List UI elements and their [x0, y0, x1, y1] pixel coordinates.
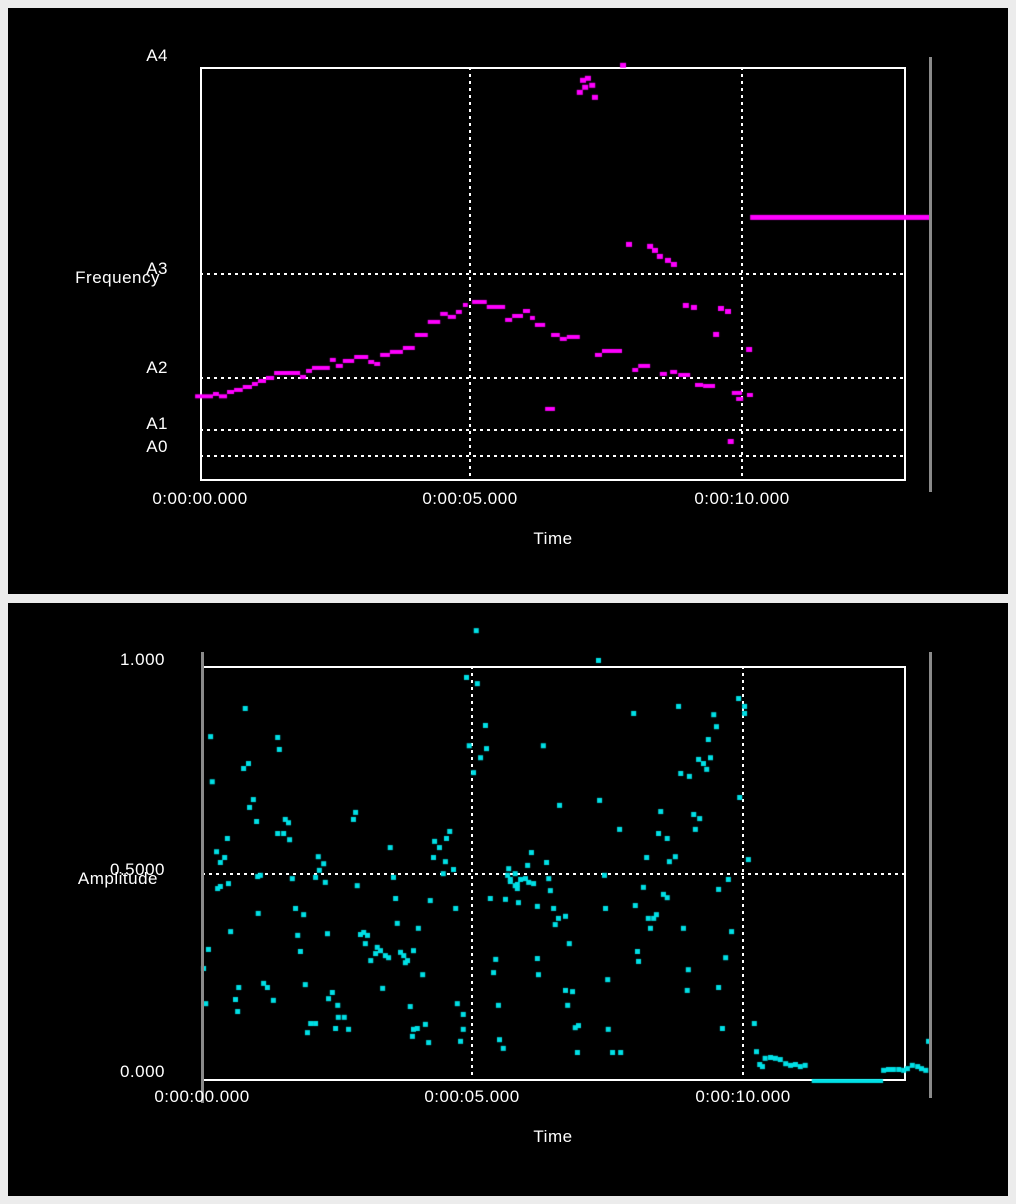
y-tick-0: 0.000 [119, 1062, 165, 1081]
x-axis-title-time: Time [533, 529, 573, 548]
x-tick-0s: 0:00:00.000 [152, 489, 248, 508]
y-tick-a0: A0 [146, 437, 168, 456]
y-tick-1: 1.000 [119, 650, 165, 669]
y-tick-a1: A1 [146, 414, 168, 433]
playback-cursor-line[interactable] [929, 57, 932, 492]
y-tick-a3: A3 [146, 259, 168, 278]
selection-start-cursor-line[interactable] [201, 652, 204, 1103]
amplitude-chart-panel: 1.000 0.5000 Amplitude 0.000 0:00:00.000… [8, 603, 1008, 1196]
y-axis-title-amplitude: Amplitude [77, 869, 158, 888]
amplitude-track-plot[interactable] [8, 603, 1008, 1196]
x-tick-5s: 0:00:05.000 [422, 489, 518, 508]
x-tick-0s: 0:00:00.000 [154, 1087, 250, 1106]
pitch-track-plot[interactable] [8, 8, 1008, 594]
y-tick-a2: A2 [146, 358, 168, 377]
frequency-chart-panel: A4 A3 Frequency A2 A1 A0 0:00:00.000 0:0… [8, 8, 1008, 594]
playback-cursor-line[interactable] [929, 652, 932, 1098]
x-tick-10s: 0:00:10.000 [695, 1087, 791, 1106]
x-axis-title-time: Time [533, 1127, 573, 1146]
y-tick-0p5: 0.5000 [110, 860, 165, 879]
x-tick-5s: 0:00:05.000 [424, 1087, 520, 1106]
x-tick-10s: 0:00:10.000 [694, 489, 790, 508]
y-tick-a4: A4 [146, 46, 168, 65]
y-axis-title-frequency: Frequency [75, 268, 160, 287]
